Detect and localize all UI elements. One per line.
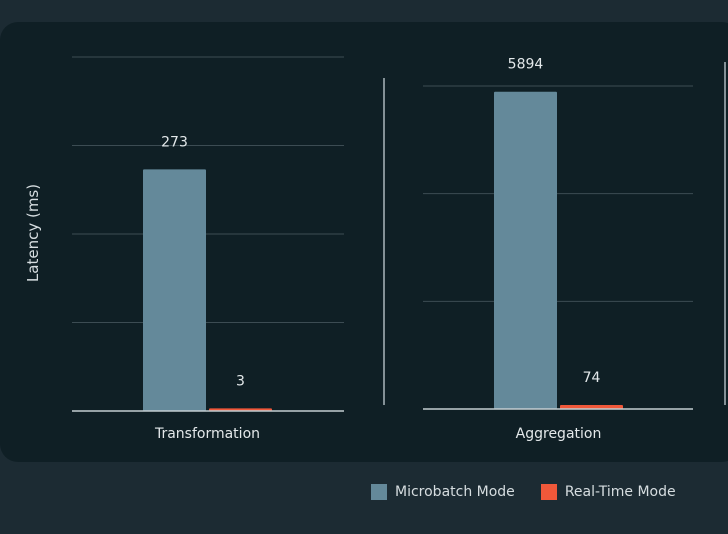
- data-label-aggregation-realtime: 74: [583, 370, 601, 386]
- legend-swatch-microbatch: [371, 484, 387, 500]
- bar-aggregation-realtime: [560, 405, 623, 409]
- chart-card: [0, 22, 728, 462]
- bar-transformation-microbatch: [143, 169, 206, 411]
- legend-item-microbatch: Microbatch Mode: [371, 484, 515, 500]
- legend-item-realtime: Real-Time Mode: [540, 484, 676, 500]
- data-label-transformation-microbatch: 273: [161, 134, 188, 150]
- y-axis-label: Latency (ms): [24, 184, 42, 282]
- legend: Microbatch Mode Real-Time Mode: [371, 484, 676, 500]
- data-label-transformation-realtime: 3: [236, 373, 245, 389]
- legend-label-microbatch: Microbatch Mode: [395, 484, 515, 500]
- bar-aggregation-microbatch: [494, 91, 557, 410]
- legend-swatch-realtime: [540, 484, 557, 500]
- category-label-aggregation: Aggregation: [516, 426, 602, 442]
- legend-label-realtime: Real-Time Mode: [564, 484, 676, 500]
- data-label-aggregation-microbatch: 5894: [508, 57, 544, 73]
- category-label-transformation: Transformation: [154, 426, 260, 442]
